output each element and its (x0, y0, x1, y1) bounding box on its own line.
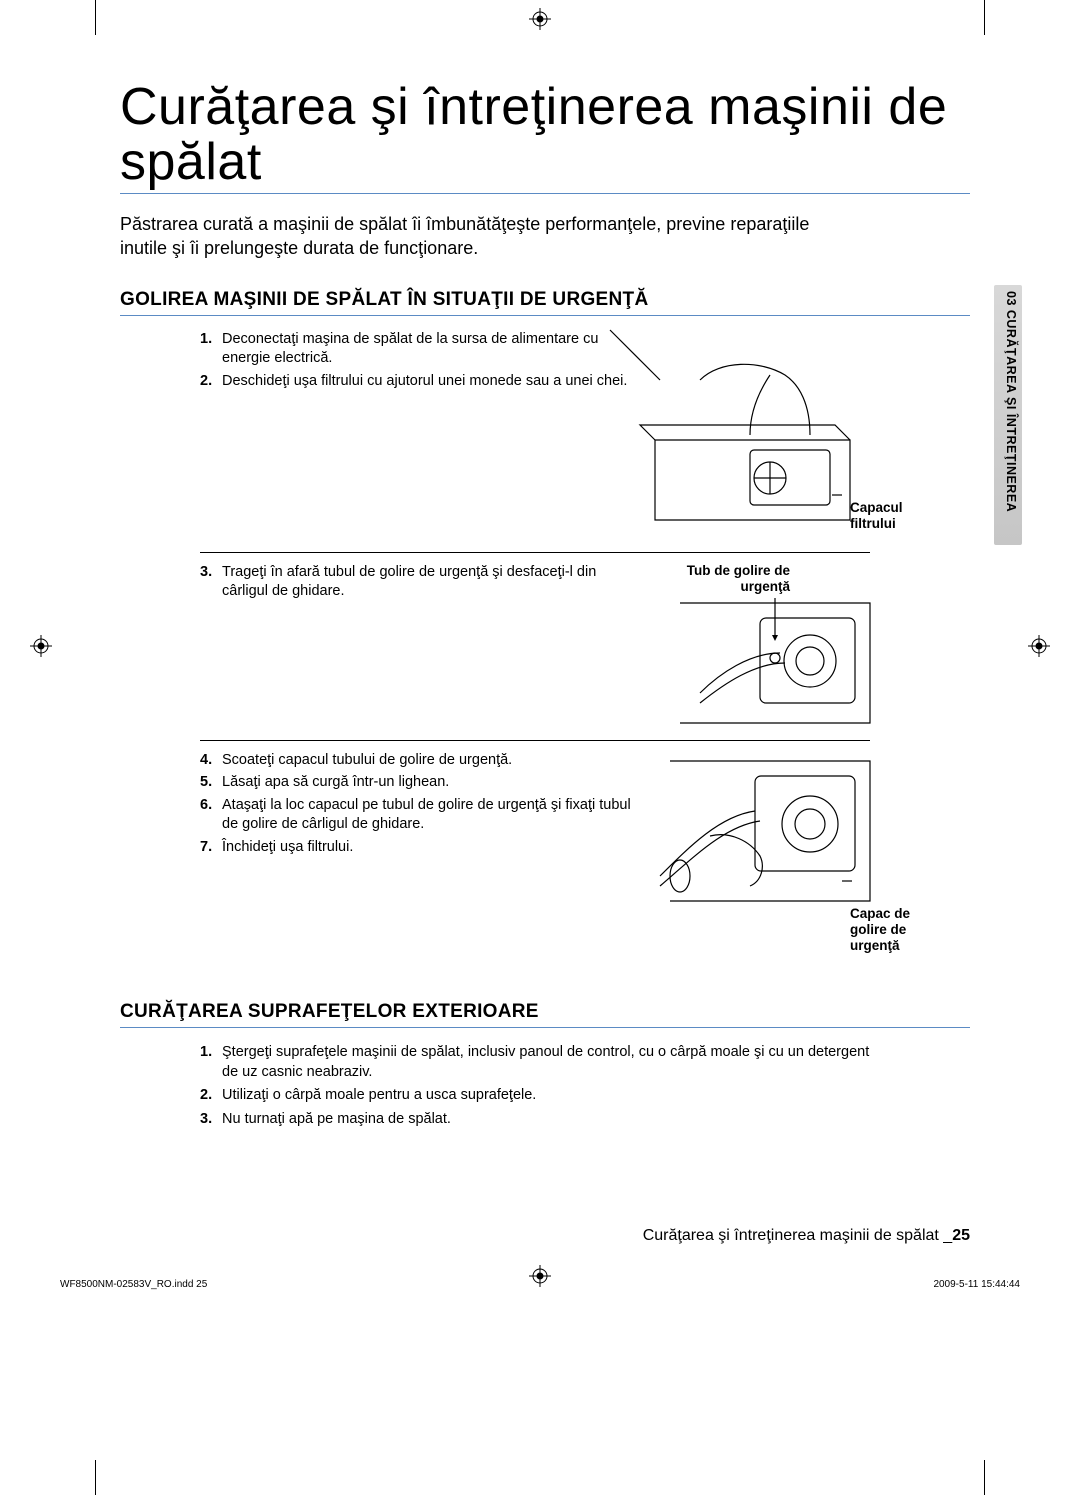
section-heading-exterior: CURĂŢAREA SUPRAFEŢELOR EXTERIOARE (120, 1001, 970, 1028)
section-exterior-cleaning: CURĂŢAREA SUPRAFEŢELOR EXTERIOARE 1. Şter… (120, 1001, 970, 1129)
list-item: 3. Trageţi în afară tubul de golire de ur… (200, 563, 640, 602)
section-heading-emergency-drain: GOLIREA MAŞINII DE SPĂLAT ÎN SITUAŢII DE… (120, 289, 970, 316)
print-filename: WF8500NM-02583V_RO.indd 25 (60, 1279, 207, 1290)
step-number: 5. (200, 773, 212, 793)
step-number: 1. (200, 330, 212, 350)
illustration-label: Capac de golire de urgenţă (850, 906, 940, 955)
steps-list: 4. Scoateţi capacul tubului de golire de … (200, 751, 640, 858)
step-number: 2. (200, 1085, 212, 1105)
intro-paragraph: Păstrarea curată a maşinii de spălat îi … (120, 212, 860, 261)
crop-mark (95, 1460, 96, 1495)
step-number: 7. (200, 838, 212, 858)
step-number: 6. (200, 796, 212, 816)
step-text: Lăsaţi apa să curgă într-un lighean. (222, 774, 449, 790)
divider (200, 740, 870, 741)
page: 03 CURĂŢAREA ŞI ÎNTREŢINEREA Curăţarea ş… (0, 0, 1080, 1495)
footer-text: Curăţarea şi întreţinerea maşinii de spă… (643, 1227, 953, 1244)
crop-mark (984, 1460, 985, 1495)
steps-block-c: 4. Scoateţi capacul tubului de golire de … (120, 751, 970, 971)
illustration-drain-tube (640, 583, 880, 733)
list-item: 7. Închideţi uşa filtrului. (200, 838, 640, 858)
step-text: Ataşaţi la loc capacul pe tubul de golir… (222, 797, 631, 833)
list-item: 6. Ataşaţi la loc capacul pe tubul de gol… (200, 796, 640, 835)
step-number: 4. (200, 751, 212, 771)
page-number: 25 (952, 1227, 970, 1244)
crop-mark (984, 0, 985, 35)
list-item: 1. Deconectaţi maşina de spălat de la sur… (200, 330, 640, 369)
content-area: Curăţarea şi întreţinerea maşinii de spă… (120, 80, 970, 1132)
print-timestamp: 2009-5-11 15:44:44 (933, 1279, 1020, 1290)
step-text: Trageţi în afară tubul de golire de urge… (222, 564, 596, 600)
step-number: 1. (200, 1042, 212, 1062)
page-title: Curăţarea şi întreţinerea maşinii de spă… (120, 80, 970, 194)
registration-mark-icon (529, 1265, 551, 1287)
page-footer: Curăţarea şi întreţinerea maşinii de spă… (643, 1227, 970, 1245)
list-item: 1. Ştergeţi suprafeţele maşinii de spălat… (200, 1042, 880, 1083)
illustration-label: Capacul filtrului (850, 500, 930, 532)
steps-block-b: 3. Trageţi în afară tubul de golire de ur… (120, 563, 970, 728)
step-text: Deconectaţi maşina de spălat de la sursa… (222, 331, 598, 367)
step-text: Închideţi uşa filtrului. (222, 839, 353, 855)
divider (200, 552, 870, 553)
list-item: 2. Utilizaţi o cârpă moale pentru a usca … (200, 1085, 880, 1105)
step-number: 3. (200, 1109, 212, 1129)
registration-mark-icon (30, 635, 52, 657)
step-number: 2. (200, 372, 212, 392)
steps-list: 1. Ştergeţi suprafeţele maşinii de spălat… (200, 1042, 880, 1129)
list-item: 5. Lăsaţi apa să curgă într-un lighean. (200, 773, 640, 793)
step-number: 3. (200, 563, 212, 583)
list-item: 4. Scoateţi capacul tubului de golire de … (200, 751, 640, 771)
illustration-drain-cap (620, 746, 880, 946)
illustration-filter-cover (600, 320, 860, 530)
crop-mark (95, 0, 96, 35)
steps-list: 1. Deconectaţi maşina de spălat de la sur… (200, 330, 640, 392)
side-tab: 03 CURĂŢAREA ŞI ÎNTREŢINEREA (994, 285, 1022, 545)
step-text: Utilizaţi o cârpă moale pentru a usca su… (222, 1087, 536, 1103)
step-text: Nu turnaţi apă pe maşina de spălat. (222, 1111, 451, 1127)
steps-block-a: 1. Deconectaţi maşina de spălat de la sur… (120, 330, 970, 540)
side-tab-text: 03 CURĂŢAREA ŞI ÎNTREŢINEREA (1004, 291, 1018, 539)
step-text: Ştergeţi suprafeţele maşinii de spălat, … (222, 1044, 869, 1080)
step-text: Deschideţi uşa filtrului cu ajutorul une… (222, 373, 627, 389)
steps-list: 3. Trageţi în afară tubul de golire de ur… (200, 563, 640, 602)
registration-mark-icon (1028, 635, 1050, 657)
list-item: 3. Nu turnaţi apă pe maşina de spălat. (200, 1109, 880, 1129)
illustration-label: Tub de golire de urgenţă (660, 563, 790, 595)
list-item: 2. Deschideţi uşa filtrului cu ajutorul u… (200, 372, 640, 392)
registration-mark-icon (529, 8, 551, 30)
step-text: Scoateţi capacul tubului de golire de ur… (222, 752, 512, 768)
